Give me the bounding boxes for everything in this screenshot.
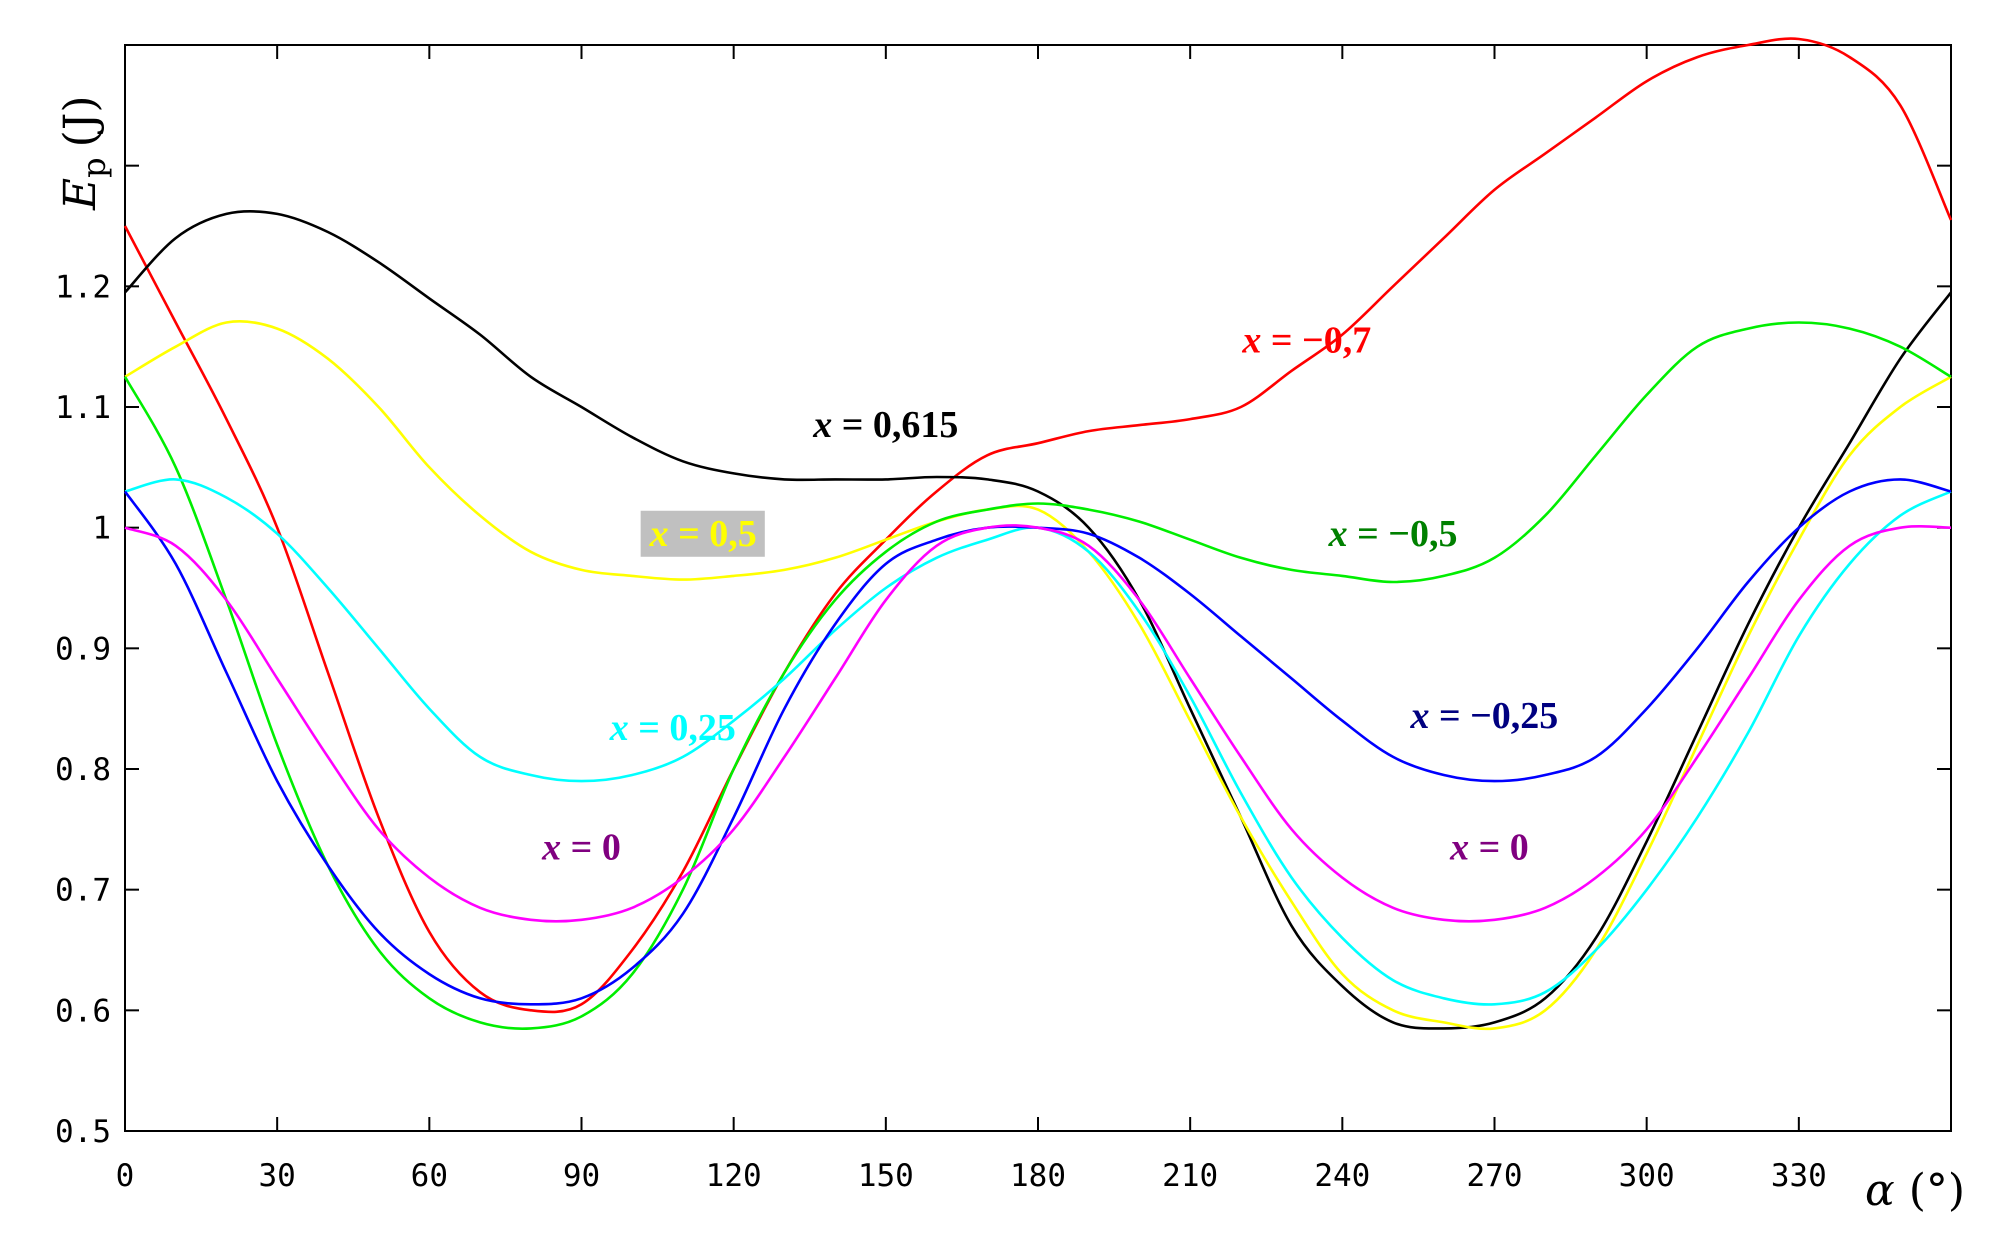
x-tick-label-30: 30 [259,1158,296,1194]
y-tick-label-1.1: 1.1 [55,390,111,426]
label-ann-x-0.25: x = 0,25 [609,707,736,749]
y-tick-label-0.7: 0.7 [55,873,111,909]
x-axis-label: α (°) [1865,1165,1965,1216]
x-tick-label-150: 150 [858,1158,914,1194]
label-ann-x-neg-0.25: x = −0,25 [1409,695,1558,737]
y-tick-label-0.8: 0.8 [55,752,111,788]
x-tick-label-90: 90 [563,1158,600,1194]
y-tick-label-0.5: 0.5 [55,1114,111,1150]
plot-frame [124,44,1952,1132]
series-x_-0.25 [123,478,1952,1006]
label-ann-x-neg-0.5: x = −0,5 [1328,513,1458,555]
x-tick-label-210: 210 [1162,1158,1218,1194]
label-ann-x-0-left: x = 0 [541,827,621,869]
series-x_0 [124,524,1952,923]
x-tick-label-240: 240 [1314,1158,1370,1194]
label-ann-x-neg-0.7: x = −0,7 [1241,320,1371,362]
label-ann-x-0-right: x = 0 [1449,827,1529,869]
y-tick-label-0.6: 0.6 [55,993,111,1029]
axis-ticks [124,45,1951,1132]
curve-annotations: x = 0,615 x = 0,5 x = 0,25 x = 0 x = −0,7 x =… [541,320,1558,869]
y-axis-unit: (J) [55,95,106,147]
series-x_-0.5 [123,321,1952,1030]
x-tick-label-330: 330 [1771,1158,1827,1194]
x-tick-label-0: 0 [116,1158,135,1194]
y-tick-label-0.9: 0.9 [55,631,111,667]
label-bg-ann-x-0.5 [640,510,765,557]
series-x_0.25 [124,478,1952,1006]
tick-labels: 0 30 60 90 120 150 180 210 240 270 300 330 0.5 0.6 0.7… [55,269,1827,1194]
x-axis-unit: (°) [1909,1165,1965,1216]
x-tick-label-180: 180 [1010,1158,1066,1194]
label-ann-x-0.615: x = 0,615 [812,404,958,446]
x-tick-label-270: 270 [1467,1158,1523,1194]
x-tick-label-300: 300 [1619,1158,1675,1194]
y-axis-symbol: E [55,178,106,211]
series-x_0.615 [124,209,1953,1030]
y-axis-subscript: p [75,157,113,177]
y-tick-label-1.2: 1.2 [55,269,111,305]
y-axis-label: Ep (J) [55,95,113,211]
series-x_-0.7 [123,37,1953,1014]
label-ann-x-0.5: x = 0,5 [649,513,757,555]
y-tick-label-1: 1 [92,511,111,547]
series-group [123,37,1953,1031]
x-axis-symbol: α [1865,1165,1895,1216]
x-tick-label-60: 60 [411,1158,448,1194]
x-tick-label-120: 120 [706,1158,762,1194]
